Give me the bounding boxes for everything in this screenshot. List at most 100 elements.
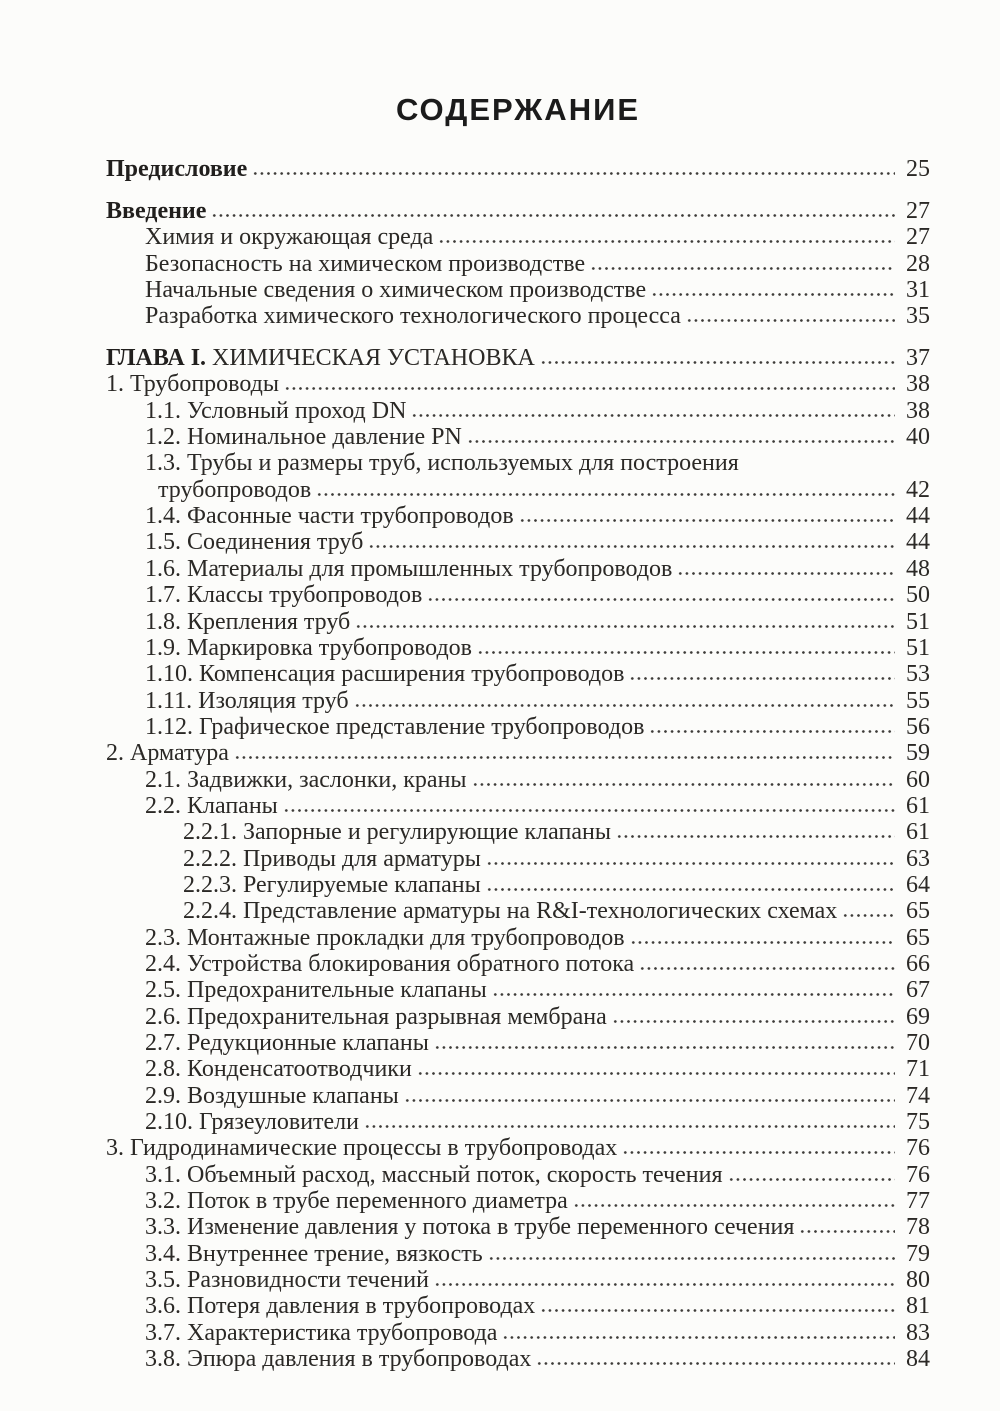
toc-entry: 2.7. Редукционные клапаны 70 xyxy=(106,1030,930,1056)
toc-entry-page-number: 76 xyxy=(906,1161,930,1188)
toc-entry: 3.8. Эпюра давления в трубопроводах 84 xyxy=(106,1346,930,1372)
toc-entry-regular-text: 1.12. Графическое представление трубопро… xyxy=(145,713,645,740)
toc-entry-text: Начальные сведения о химическом производ… xyxy=(145,277,646,303)
toc-entry: 3.3. Изменение давления у потока в трубе… xyxy=(106,1214,930,1240)
toc-entry: 3.6. Потеря давления в трубопроводах 81 xyxy=(106,1293,930,1319)
toc-entry: 3.2. Поток в трубе переменного диаметра … xyxy=(106,1188,930,1214)
toc-entry-page-number: 76 xyxy=(906,1135,930,1162)
toc-entry: 2.2. Клапаны 61 xyxy=(106,793,930,819)
toc-entry-text: 1.8. Крепления труб xyxy=(145,609,350,635)
toc-entry-regular-text: 3.6. Потеря давления в трубопроводах xyxy=(145,1293,536,1320)
toc-entry-regular-text: 1.4. Фасонные части трубопроводов xyxy=(145,503,514,530)
toc-entry-bold-text: Предисловие xyxy=(106,156,248,182)
toc-entry: 1.9. Маркировка трубопроводов 51 xyxy=(106,635,930,661)
toc-entry-page-number: 38 xyxy=(906,371,930,398)
toc-entry: 3. Гидродинамические процессы в трубопро… xyxy=(106,1135,930,1161)
dot-leader xyxy=(677,570,895,576)
dot-leader xyxy=(438,239,895,245)
toc-entry-regular-text: 2.2.1. Запорные и регулирующие клапаны xyxy=(183,819,611,846)
toc-entry-text: 1.12. Графическое представление трубопро… xyxy=(145,714,644,740)
toc-entry-page-number: 61 xyxy=(906,792,930,819)
toc-entry-regular-text: 1.1. Условный проход DN xyxy=(145,397,407,424)
toc-entry-regular-text: 1.2. Номинальное давление PN xyxy=(145,424,462,451)
dot-leader xyxy=(233,755,895,761)
toc-entry-text: Введение xyxy=(106,198,206,224)
toc-entry: ГЛАВА I. ХИМИЧЕСКАЯ УСТАНОВКА 37 xyxy=(106,345,930,371)
toc-entry-text: 1.6. Материалы для промышленных трубопро… xyxy=(145,556,672,582)
toc-entry: 1.6. Материалы для промышленных трубопро… xyxy=(106,556,930,582)
dot-leader xyxy=(252,171,895,176)
toc-entry-regular-text: 3.4. Внутреннее трение, вязкость xyxy=(145,1240,483,1267)
toc-entry: 1. Трубопроводы 38 xyxy=(106,371,930,397)
toc-entry-text: 3.4. Внутреннее трение, вязкость xyxy=(145,1241,483,1267)
toc-entry: 2.6. Предохранительная разрывная мембран… xyxy=(106,1004,930,1030)
toc-entry: 2.10. Грязеуловители 75 xyxy=(106,1109,930,1135)
toc-entry-regular-text: 2.2.2. Приводы для арматуры xyxy=(183,845,481,872)
toc-entry: Безопасность на химическом производстве … xyxy=(106,251,930,277)
toc-entry-page-number: 38 xyxy=(906,397,930,424)
toc-entry-bold-text: ГЛАВА I. xyxy=(106,345,207,372)
toc-entry-page-number: 44 xyxy=(906,503,930,530)
toc-entry-regular-text: 2.6. Предохранительная разрывная мембран… xyxy=(145,1003,607,1030)
toc-entry-page-number: 66 xyxy=(906,950,930,977)
toc-entry-page-number: 27 xyxy=(906,224,930,251)
toc-entry-page-number: 74 xyxy=(906,1082,930,1109)
toc-entry-bold-text: Введение xyxy=(106,197,207,224)
dot-leader xyxy=(353,702,895,708)
toc-entry: 3.7. Характеристика трубопровода 83 xyxy=(106,1320,930,1346)
toc-entry-regular-text: 2.10. Грязеуловители xyxy=(145,1109,359,1136)
toc-entry-text: 2.3. Монтажные прокладки для трубопровод… xyxy=(145,925,625,951)
dot-leader xyxy=(316,491,895,497)
toc-entry-page-number: 37 xyxy=(906,345,930,372)
toc-entry: 1.7. Классы трубопроводов 50 xyxy=(106,582,930,608)
toc-entry-page-number: 67 xyxy=(906,977,930,1004)
toc-entry: 1.4. Фасонные части трубопроводов 44 xyxy=(106,503,930,529)
toc-entry-regular-text: 1.10. Компенсация расширения трубопровод… xyxy=(145,661,625,688)
toc-entry-page-number: 51 xyxy=(906,608,930,635)
dot-leader xyxy=(485,860,895,866)
dot-leader xyxy=(649,728,895,734)
toc-entry-regular-text: 3.3. Изменение давления у потока в трубе… xyxy=(145,1214,795,1241)
toc-entry-page-number: 55 xyxy=(906,687,930,714)
toc-entry-text: 2.2. Клапаны xyxy=(145,793,278,819)
toc-entry-page-number: 78 xyxy=(906,1214,930,1241)
dot-leader xyxy=(485,886,895,892)
toc-entry: 2.2.1. Запорные и регулирующие клапаны 6… xyxy=(106,819,930,845)
toc-entry-page-number: 65 xyxy=(906,924,930,951)
toc-entry-regular-text: 1.7. Классы трубопроводов xyxy=(145,582,423,609)
toc-entry-text: 2.2.1. Запорные и регулирующие клапаны xyxy=(183,819,611,845)
toc-entry: 2.3. Монтажные прокладки для трубопровод… xyxy=(106,925,930,951)
toc-entry-text: 1.10. Компенсация расширения трубопровод… xyxy=(145,661,624,687)
toc-entry-regular-text: 3.5. Разновидности течений xyxy=(145,1267,429,1294)
dot-leader xyxy=(536,1361,895,1367)
toc-entry-regular-text: 2.2. Клапаны xyxy=(145,792,278,819)
toc-entry-page-number: 65 xyxy=(906,898,930,925)
toc-list: Предисловие 25 Введение 27 Химия и окруж… xyxy=(106,156,930,1372)
dot-leader xyxy=(477,649,895,655)
toc-entry-text: 1.1. Условный проход DN xyxy=(145,398,406,424)
toc-entry-text: 3.2. Поток в трубе переменного диаметра xyxy=(145,1188,568,1214)
toc-entry-page-number: 61 xyxy=(906,819,930,846)
toc-entry: 2.8. Конденсатоотводчики 71 xyxy=(106,1056,930,1082)
toc-entry: 1.3. Трубы и размеры труб, используемых … xyxy=(106,450,930,476)
toc-entry-text: Безопасность на химическом производстве xyxy=(145,251,585,277)
toc-entry-text: 1.2. Номинальное давление PN xyxy=(145,424,462,450)
toc-entry-text: 1.4. Фасонные части трубопроводов xyxy=(145,503,514,529)
toc-entry-text: 1.3. Трубы и размеры труб, используемых … xyxy=(145,450,739,476)
toc-entry-regular-text: Химия и окружающая среда xyxy=(145,224,434,251)
toc-entry-regular-text: Начальные сведения о химическом производ… xyxy=(145,276,647,303)
toc-entry-page-number: 71 xyxy=(906,1056,930,1083)
dot-leader xyxy=(491,992,895,998)
toc-entry-text: 3.1. Объемный расход, массный поток, ско… xyxy=(145,1162,723,1188)
dot-leader xyxy=(368,544,895,550)
toc-entry-text: Химия и окружающая среда xyxy=(145,224,433,250)
toc-entry-text: 2.10. Грязеуловители xyxy=(145,1109,359,1135)
toc-entry: 1.2. Номинальное давление PN 40 xyxy=(106,424,930,450)
toc-entry: 3.1. Объемный расход, массный поток, ско… xyxy=(106,1162,930,1188)
toc-entry-text: 2.1. Задвижки, заслонки, краны xyxy=(145,767,467,793)
toc-entry-text: 3.3. Изменение давления у потока в трубе… xyxy=(145,1214,794,1240)
toc-entry-regular-text: 1. Трубопроводы xyxy=(106,371,279,398)
dot-leader xyxy=(639,965,895,971)
toc-entry-regular-text: 1.6. Материалы для промышленных трубопро… xyxy=(145,555,673,582)
dot-leader xyxy=(433,1282,895,1288)
